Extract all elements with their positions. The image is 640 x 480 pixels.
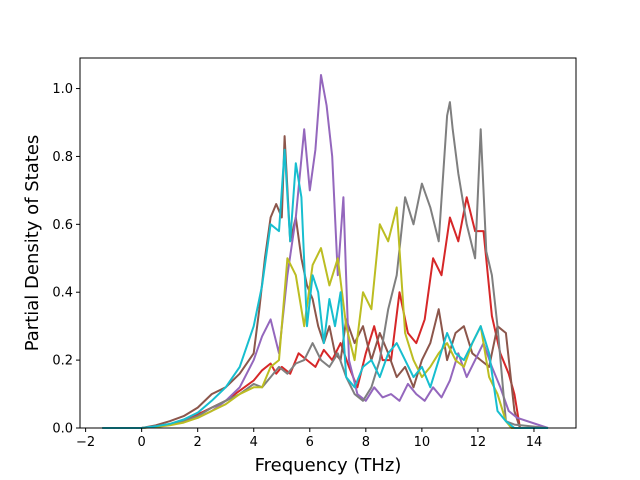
series-line-3	[102, 74, 549, 429]
y-tick-label: 0.8	[52, 150, 73, 165]
series-line-6	[102, 148, 548, 429]
x-tick-label: 10	[414, 435, 431, 450]
y-tick-label: 0.6	[52, 218, 73, 233]
x-axis-label: Frequency (THz)	[255, 455, 402, 476]
x-axis: −2 0 2 4 6 8 10 12 14	[76, 428, 542, 450]
y-tick-label: 0.0	[52, 422, 73, 437]
x-tick-label: 2	[194, 435, 202, 450]
x-tick-label: 12	[470, 435, 487, 450]
plot-frame	[79, 57, 577, 429]
x-tick-label: 0	[138, 435, 146, 450]
x-tick-label: 6	[306, 435, 314, 450]
y-tick-label: 0.4	[52, 286, 73, 301]
series-layer	[102, 74, 549, 429]
series-line-2	[102, 135, 548, 429]
x-tick-label: 14	[526, 435, 543, 450]
y-axis-label: Partial Density of States	[22, 135, 43, 352]
y-tick-label: 1.0	[52, 82, 73, 97]
series-line-5	[102, 206, 548, 429]
series-line-4	[102, 101, 549, 429]
y-tick-label: 0.2	[52, 354, 73, 369]
x-tick-label: 4	[250, 435, 258, 450]
y-axis: 0.0 0.2 0.4 0.6 0.8 1.0	[52, 82, 80, 437]
x-tick-label: 8	[362, 435, 370, 450]
x-tick-label: −2	[76, 435, 95, 450]
